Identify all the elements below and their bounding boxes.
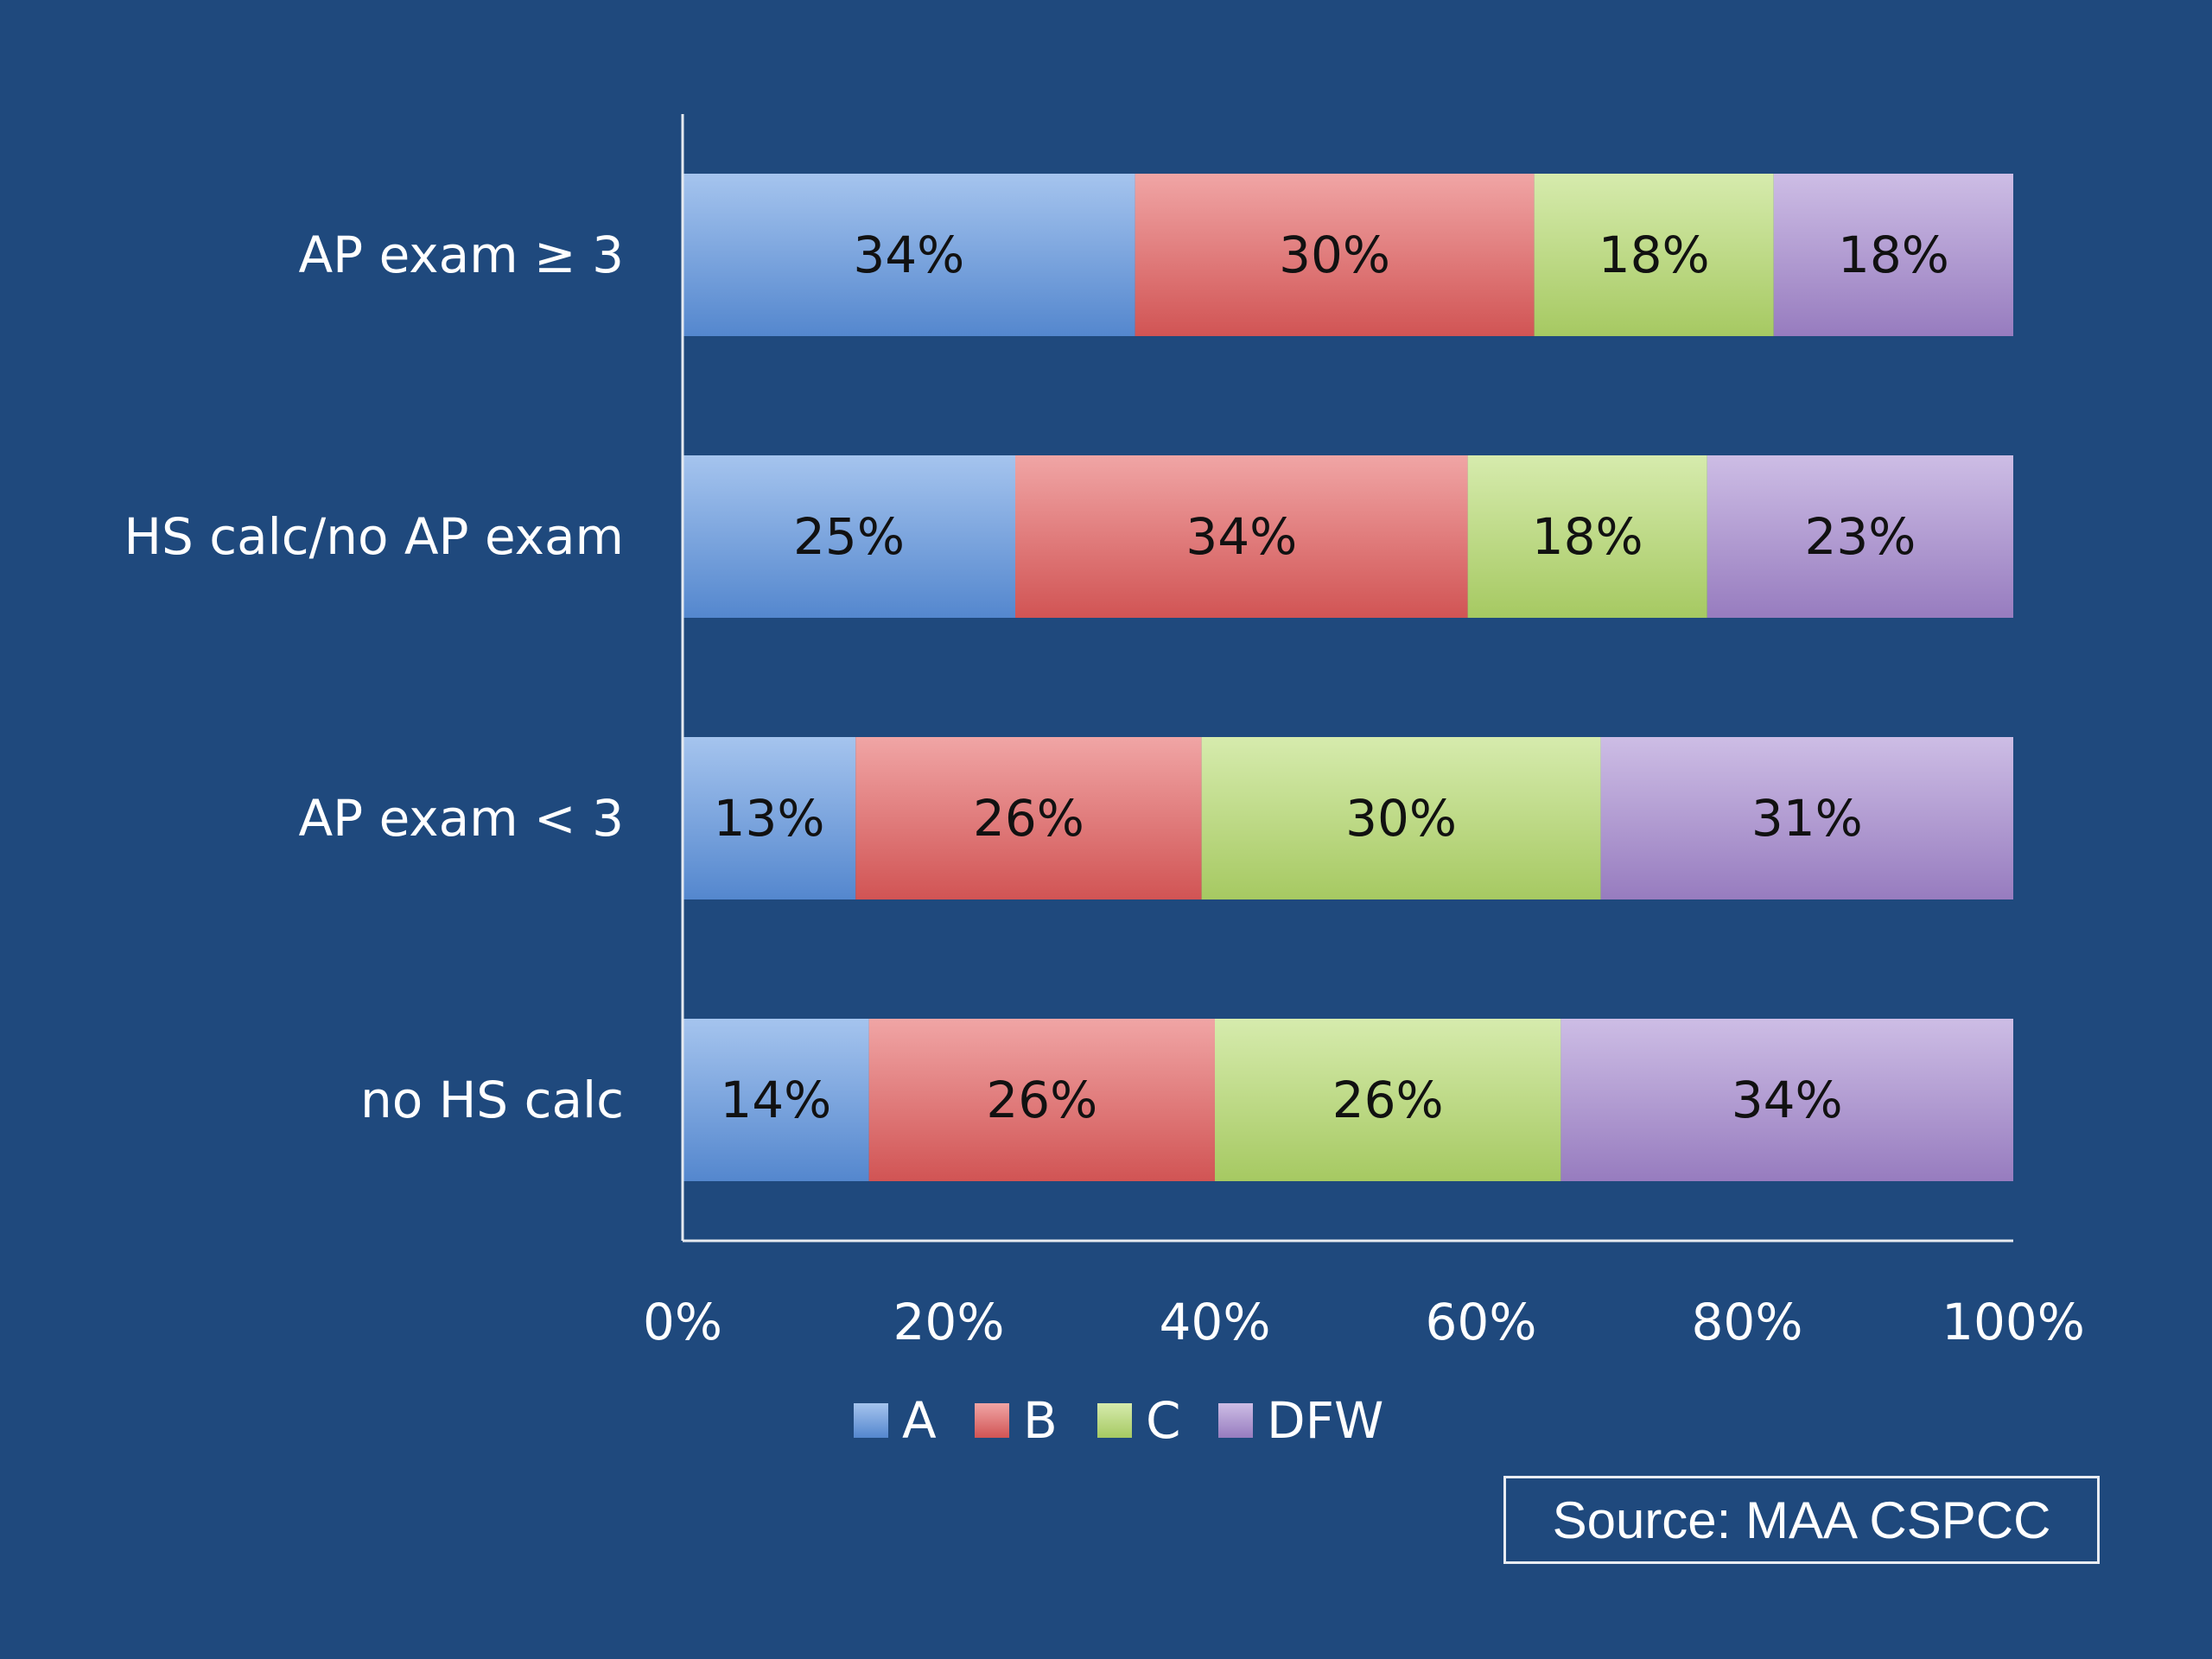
bar-c-2 <box>1201 737 1601 899</box>
data-label-b-2: 26% <box>973 789 1084 848</box>
data-label-c-3: 26% <box>1332 1071 1444 1129</box>
bars-layer: 34% 30% 18% 18% 25% 34% 18% 23% 13% 26% 30% 31% 14% 2… <box>683 174 2013 1181</box>
x-tick-label-2: 40% <box>1160 1293 1271 1351</box>
bar-a-2 <box>683 737 856 899</box>
data-label-a-3: 14% <box>720 1071 831 1129</box>
x-tick-label-0: 0% <box>643 1293 722 1351</box>
data-label-c-1: 18% <box>1532 507 1643 566</box>
legend-label-a: A <box>902 1391 937 1450</box>
data-label-c-2: 30% <box>1345 789 1457 848</box>
bar-c-1 <box>1467 455 1707 618</box>
legend-swatch-c <box>1097 1403 1132 1438</box>
legend-swatch-a <box>854 1403 888 1438</box>
data-label-a-0: 34% <box>853 226 964 284</box>
data-label-b-3: 26% <box>986 1071 1097 1129</box>
bar-dfw-0 <box>1773 174 2013 336</box>
data-label-dfw-2: 31% <box>1751 789 1863 848</box>
data-label-a-2: 13% <box>714 789 825 848</box>
data-label-b-1: 34% <box>1185 507 1297 566</box>
bar-b-0 <box>1135 174 1535 336</box>
bar-dfw-1 <box>1707 455 2013 618</box>
bar-dfw-2 <box>1600 737 2013 899</box>
category-label-3: no HS calc <box>360 1071 624 1129</box>
data-label-a-1: 25% <box>793 507 905 566</box>
x-tick-label-3: 60% <box>1426 1293 1537 1351</box>
x-tick-label-4: 80% <box>1692 1293 1803 1351</box>
legend-label-c: C <box>1146 1391 1181 1450</box>
legend-swatch-dfw <box>1218 1403 1253 1438</box>
data-label-c-0: 18% <box>1599 226 1710 284</box>
bar-b-3 <box>868 1019 1215 1181</box>
bar-a-3 <box>683 1019 869 1181</box>
bar-a-0 <box>683 174 1135 336</box>
x-tick-label-5: 100% <box>1942 1293 2085 1351</box>
bar-b-2 <box>855 737 1202 899</box>
bar-c-3 <box>1215 1019 1561 1181</box>
axis-layer: AP exam ≥ 3 HS calc/no AP exam AP exam < 3… <box>124 114 2085 1351</box>
x-tick-label-1: 20% <box>893 1293 1005 1351</box>
bar-a-1 <box>683 455 1015 618</box>
source-note: Source: MAA CSPCC <box>1503 1476 2100 1564</box>
data-label-dfw-1: 23% <box>1804 507 1916 566</box>
data-label-dfw-0: 18% <box>1838 226 1949 284</box>
legend-label-b: B <box>1023 1391 1058 1450</box>
category-label-0: AP exam ≥ 3 <box>299 226 625 284</box>
legend-swatch-b <box>975 1403 1009 1438</box>
bar-dfw-3 <box>1560 1019 2013 1181</box>
bar-b-1 <box>1015 455 1468 618</box>
bar-c-0 <box>1534 174 1774 336</box>
data-label-dfw-3: 34% <box>1732 1071 1843 1129</box>
category-label-1: HS calc/no AP exam <box>124 507 624 566</box>
legend: A B C DFW <box>854 1391 1383 1450</box>
category-label-2: AP exam < 3 <box>299 789 625 848</box>
data-label-b-0: 30% <box>1279 226 1390 284</box>
legend-label-dfw: DFW <box>1267 1391 1383 1450</box>
